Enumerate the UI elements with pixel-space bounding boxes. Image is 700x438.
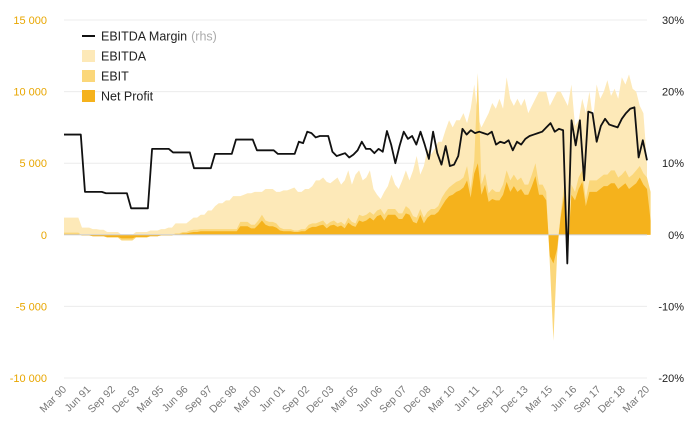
x-tick-label: Dec 98 [207,384,239,416]
x-tick-label: Mar 00 [232,384,264,416]
x-tick-label: Dec 03 [304,384,336,416]
x-tick-label: Mar 10 [426,384,458,416]
legend-label: EBIT [101,70,129,84]
x-tick-label: Dec 08 [401,384,433,416]
legend-item: EBIT [82,70,129,84]
area-series [64,72,651,341]
legend-item: EBITDA Margin (rhs) [82,30,217,44]
y-left-tick-label: -5 000 [16,301,47,313]
legend-label: EBITDA [101,50,147,64]
y-right-tick-label: -10% [658,301,684,313]
y-right-tick-label: 30% [662,15,684,27]
x-tick-label: Mar 15 [523,384,555,416]
y-left-tick-label: 5 000 [19,158,47,170]
y-left-tick-label: 10 000 [13,87,47,99]
y-left-tick-label: -10 000 [10,373,47,385]
y-right-tick-label: 10% [662,158,684,170]
legend-swatch [82,90,95,102]
x-tick-label: Mar 90 [38,384,70,416]
area-net-profit [64,163,651,264]
legend-note: (rhs) [191,30,217,44]
y-right-tick-label: 20% [662,87,684,99]
x-tick-label: Mar 20 [621,384,653,416]
line-series [64,106,648,265]
y-axis-left: 15 000 10 000 5 000 0 -5 000 -10 000 [10,15,47,385]
y-right-tick-label: 0% [668,230,684,242]
y-right-tick-label: -20% [658,373,684,385]
y-left-tick-label: 0 [41,230,47,242]
y-left-tick-label: 15 000 [13,15,47,27]
legend-swatch [82,50,95,62]
x-tick-label: Dec 93 [110,384,142,416]
x-tick-label: Mar 95 [135,384,167,416]
x-tick-label: Mar 05 [329,384,361,416]
legend-item: EBITDA [82,50,147,64]
legend: EBITDA Margin (rhs) EBITDA EBIT Net Profit [82,30,217,104]
legend-item: Net Profit [82,90,154,104]
x-tick-label: Dec 13 [499,384,531,416]
y-axis-right: 30% 20% 10% 0% -10% -20% [658,15,684,385]
legend-label: EBITDA Margin (rhs) [101,30,217,44]
legend-label: Net Profit [101,90,154,104]
x-tick-label: Dec 18 [596,384,628,416]
legend-swatch [82,70,95,82]
line-ebitda-margin [64,106,648,265]
